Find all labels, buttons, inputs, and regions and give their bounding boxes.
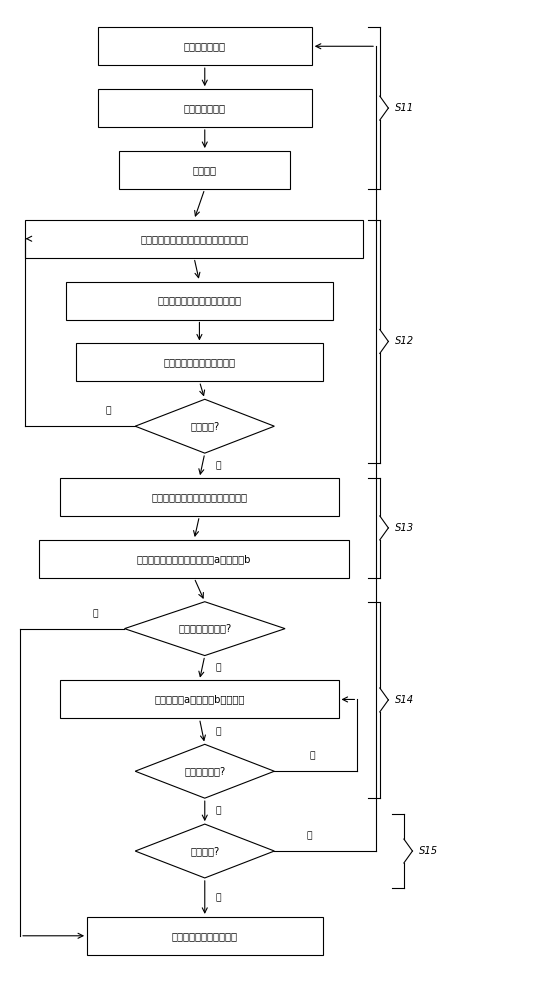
Text: 标定完毕?: 标定完毕? — [190, 846, 220, 856]
Text: S13: S13 — [395, 523, 414, 533]
Bar — [39, 540, 349, 578]
Bar — [60, 478, 338, 516]
Text: 选定量程: 选定量程 — [193, 165, 217, 175]
Bar — [87, 917, 322, 955]
Text: 否: 否 — [307, 832, 312, 841]
Bar — [119, 151, 291, 189]
Text: 验证是否有效?: 验证是否有效? — [184, 766, 225, 776]
Text: 是: 是 — [215, 727, 221, 736]
Text: S15: S15 — [419, 846, 438, 856]
Polygon shape — [135, 744, 274, 798]
Text: 是: 是 — [215, 461, 221, 470]
Text: 是: 是 — [215, 893, 221, 902]
Text: 是: 是 — [215, 664, 221, 673]
Bar — [98, 27, 312, 65]
Text: 否: 否 — [93, 609, 98, 618]
Text: S14: S14 — [395, 695, 414, 705]
Text: 选择待标定通道: 选择待标定通道 — [184, 41, 226, 51]
Bar — [76, 343, 322, 381]
Bar — [60, 680, 338, 718]
Text: S11: S11 — [395, 103, 414, 113]
Polygon shape — [124, 602, 285, 656]
Bar — [98, 89, 312, 127]
Bar — [66, 282, 333, 320]
Text: 安装涌流传感器: 安装涌流传感器 — [184, 103, 226, 113]
Text: 是: 是 — [215, 807, 221, 816]
Polygon shape — [135, 824, 274, 878]
Bar — [25, 220, 363, 258]
Text: S12: S12 — [395, 336, 414, 346]
Text: 否: 否 — [309, 752, 315, 761]
Text: 采样完毕?: 采样完毕? — [190, 421, 220, 431]
Text: 输入灵敏度a和零偏置b进行验证: 输入灵敏度a和零偏置b进行验证 — [154, 694, 245, 704]
Text: 把测量好的位移作为标准值输入标准值栏: 把测量好的位移作为标准值输入标准值栏 — [140, 234, 248, 244]
Text: 保存所有通道的标定系数: 保存所有通道的标定系数 — [172, 931, 238, 941]
Text: 使用最小二乘法拟合传感器线性曲线: 使用最小二乘法拟合传感器线性曲线 — [151, 492, 247, 502]
Text: 得到需要的标定系数：灵敏度a和零偏置b: 得到需要的标定系数：灵敏度a和零偏置b — [137, 554, 251, 564]
Polygon shape — [135, 399, 274, 453]
Text: 绘出采样点（位移与电压）: 绘出采样点（位移与电压） — [164, 357, 236, 367]
Text: 是否验证标定系数?: 是否验证标定系数? — [178, 624, 231, 634]
Text: 否: 否 — [105, 407, 111, 416]
Text: 开始采集输出位移对应的电压值: 开始采集输出位移对应的电压值 — [158, 296, 242, 306]
